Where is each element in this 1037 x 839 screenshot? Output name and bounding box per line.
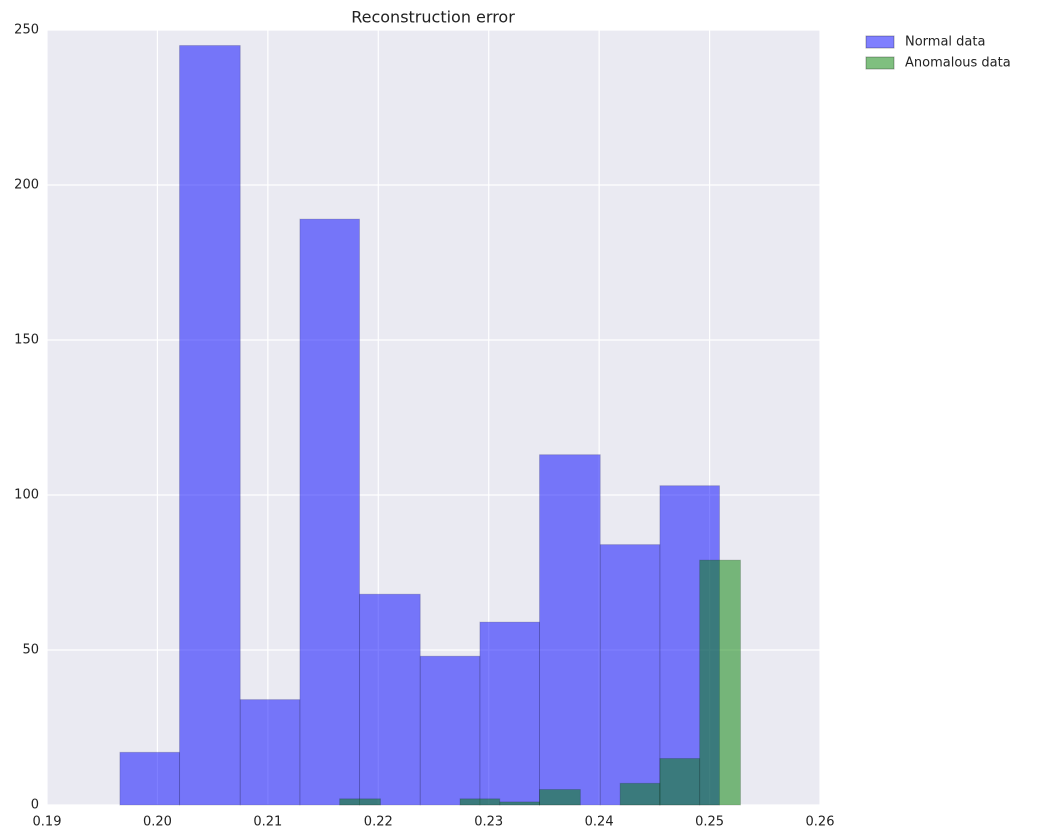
histogram-bar (179, 45, 241, 806)
histogram-bar (459, 798, 501, 806)
histogram-bar (499, 801, 541, 806)
histogram-bar (239, 699, 301, 806)
histogram-bar (359, 593, 421, 806)
x-tick-label: 0.20 (143, 815, 172, 830)
x-tick-label: 0.19 (33, 815, 62, 830)
y-tick-label: 0 (31, 798, 39, 813)
histogram-bar (599, 544, 661, 806)
histogram-bar (299, 218, 361, 806)
legend-swatch (865, 56, 895, 70)
x-tick-label: 0.22 (364, 815, 393, 830)
legend-label: Anomalous data (905, 56, 1011, 71)
legend-swatch (865, 35, 895, 49)
y-tick-label: 50 (22, 643, 39, 658)
x-tick-label: 0.26 (806, 815, 835, 830)
legend-label: Normal data (905, 35, 985, 50)
x-tick-label: 0.25 (695, 815, 724, 830)
histogram-bar (539, 789, 581, 806)
y-tick-label: 250 (14, 23, 39, 38)
y-tick-label: 150 (14, 333, 39, 348)
histogram-bar (699, 559, 741, 806)
histogram-bar (659, 758, 701, 806)
histogram-bar (339, 798, 381, 806)
histogram-bar (619, 782, 661, 806)
y-tick-label: 200 (14, 178, 39, 193)
x-tick-label: 0.23 (474, 815, 503, 830)
y-tick-label: 100 (14, 488, 39, 503)
histogram-bar (479, 621, 541, 806)
histogram-bar (419, 655, 481, 806)
histogram-bar (119, 751, 181, 806)
x-tick-label: 0.24 (585, 815, 614, 830)
histogram-bar (539, 454, 601, 806)
chart-title: Reconstruction error (351, 8, 515, 27)
x-tick-label: 0.21 (253, 815, 282, 830)
